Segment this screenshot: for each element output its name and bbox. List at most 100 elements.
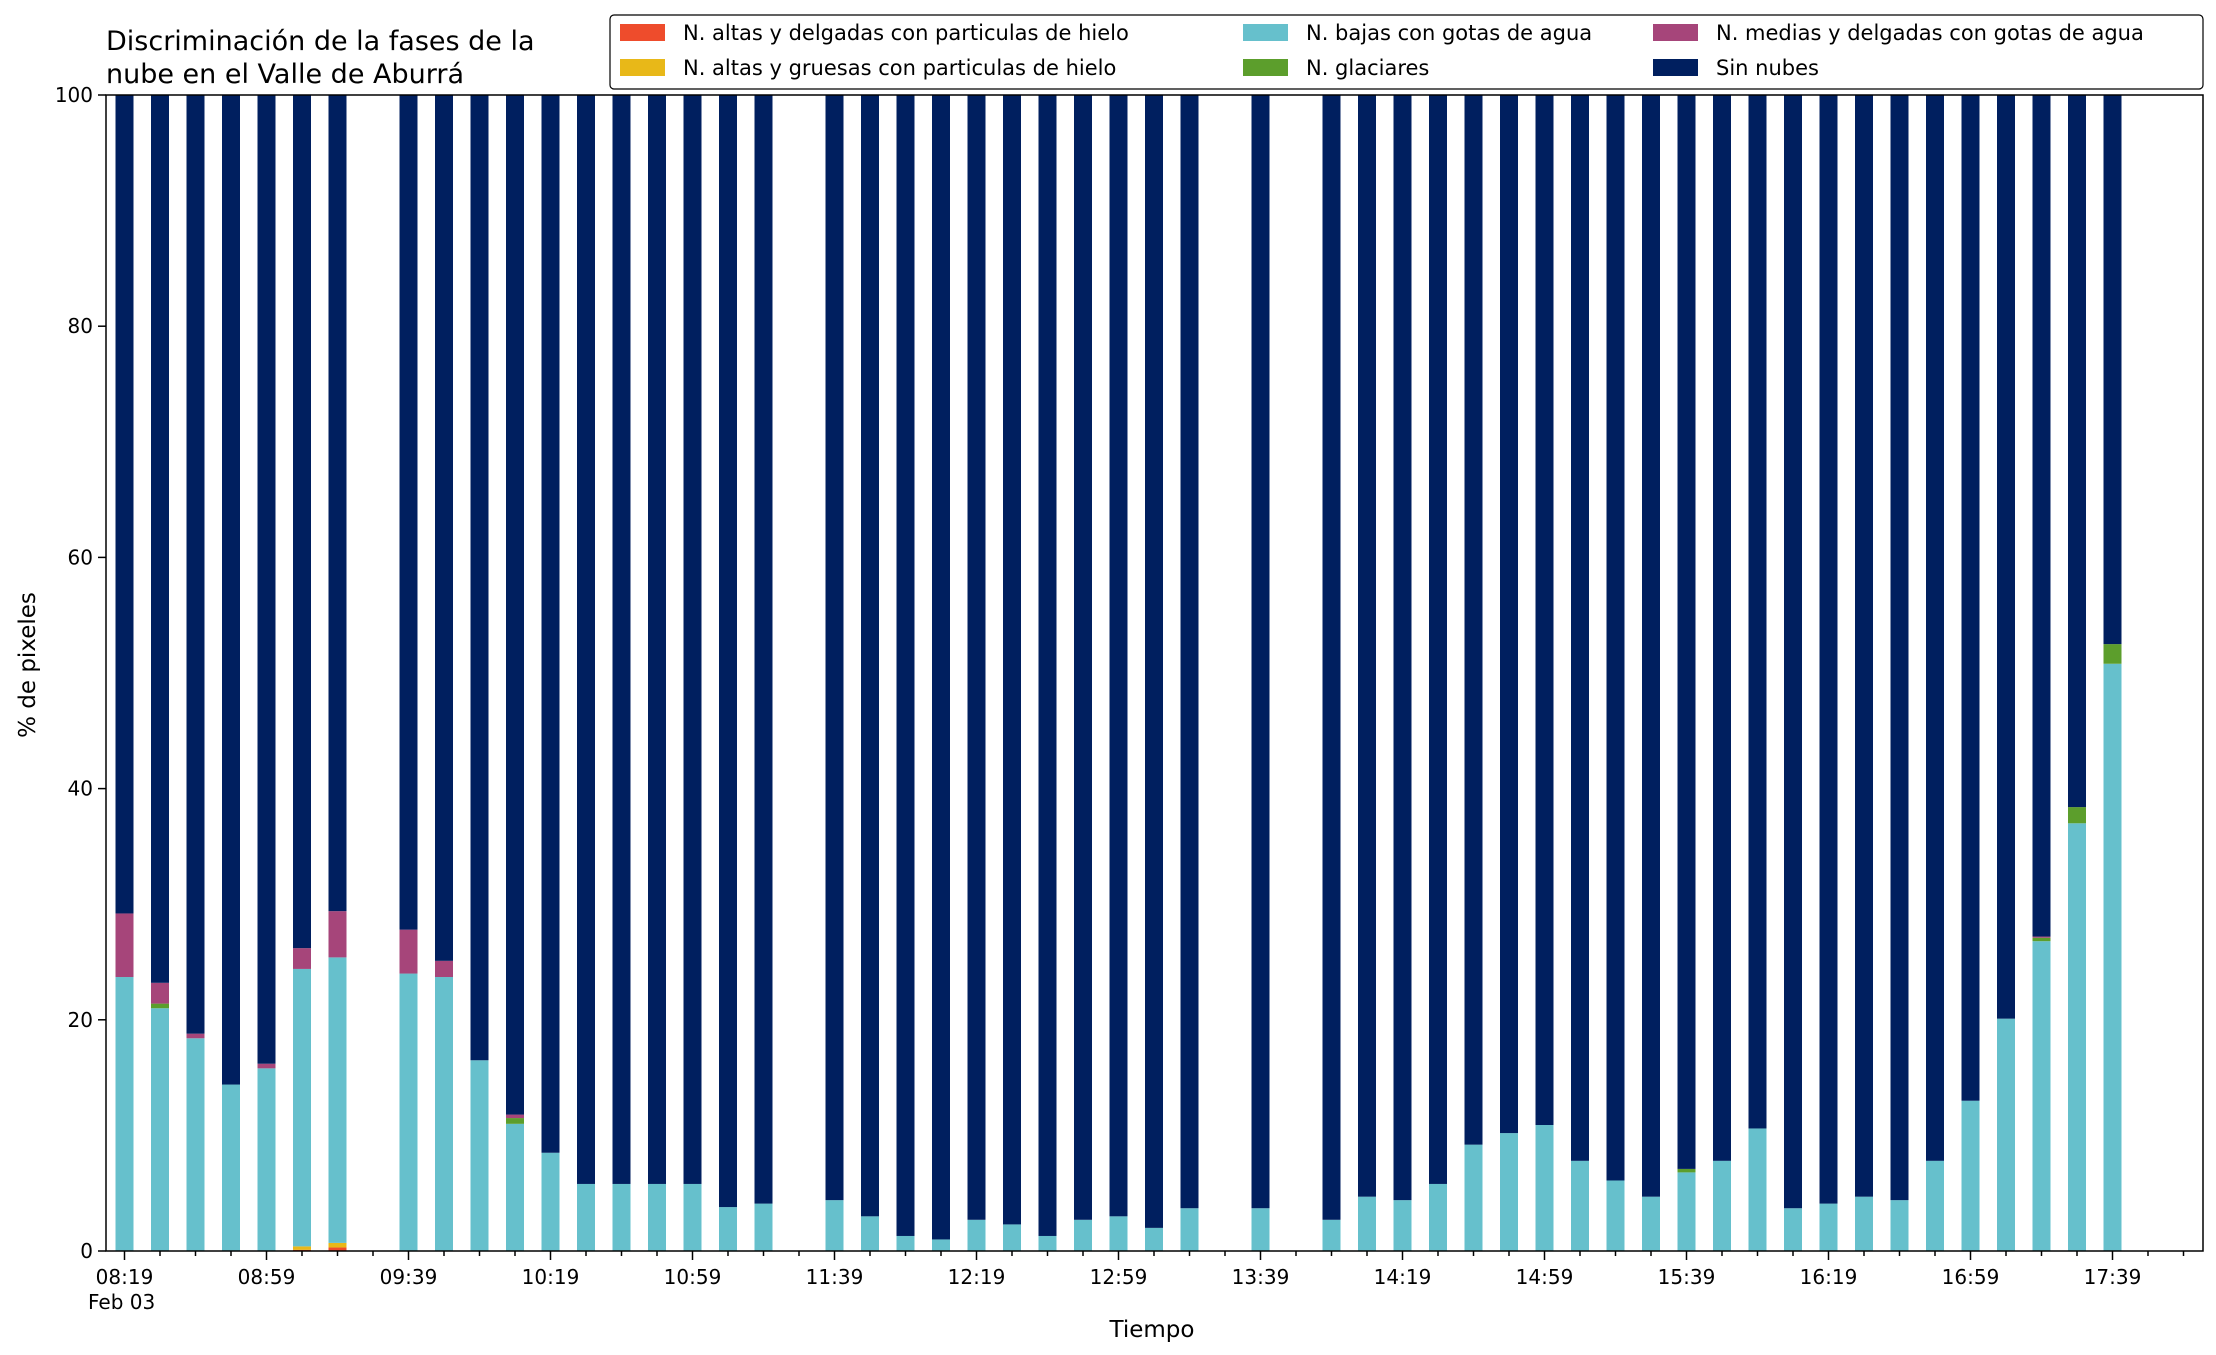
bar-segment-hielo_delgadas-0919: [328, 1247, 347, 1251]
x-tick-label: 16:19: [1800, 1265, 1858, 1289]
bar-segment-bajas-0949: [435, 977, 453, 1251]
bar-segment-bajas-1159: [896, 1235, 915, 1251]
x-tick-label: 08:19: [96, 1265, 154, 1289]
bar-segment-sin_nubes-1549: [1713, 95, 1731, 1161]
bar-segment-sin_nubes-1359: [1322, 95, 1341, 1220]
bar-segment-bajas-1139: [825, 1200, 844, 1251]
bar-segment-medias-0819: [115, 913, 134, 978]
legend-swatch-hielo_gruesas: [620, 59, 665, 76]
bar-segment-bajas-1729: [2068, 823, 2086, 1251]
bar-segment-bajas-0819: [115, 977, 134, 1251]
bar-segment-bajas-1429: [1429, 1183, 1447, 1251]
bar-segment-sin_nubes-1109: [719, 95, 737, 1208]
bar-segment-bajas-1739: [2103, 663, 2122, 1251]
legend-label-medias: N. medias y delgadas con gotas de agua: [1716, 21, 2144, 45]
y-axis-label: % de pixeles: [15, 592, 41, 738]
bar-segment-sin_nubes-1619: [1819, 95, 1838, 1204]
legend-swatch-hielo_delgadas: [620, 24, 665, 41]
bar-segment-sin_nubes-1059: [683, 95, 702, 1184]
bar-segment-bajas-1449: [1500, 1133, 1518, 1251]
bar-segment-medias-0949: [435, 960, 453, 978]
bar-segment-bajas-1119: [754, 1203, 773, 1251]
y-tick-label-0: 0: [80, 1239, 93, 1263]
bar-segment-sin_nubes-1309: [1145, 95, 1163, 1228]
x-tick-label: 14:59: [1516, 1265, 1574, 1289]
bar-segment-bajas-1549: [1713, 1160, 1731, 1251]
bar-segment-sin_nubes-0819: [115, 95, 134, 914]
bar-segment-sin_nubes-1559: [1748, 95, 1767, 1129]
bar-segment-sin_nubes-0909: [293, 95, 311, 949]
bar-segment-bajas-1029: [577, 1183, 595, 1251]
legend-label-sin_nubes: Sin nubes: [1716, 56, 1819, 80]
legend-label-hielo_delgadas: N. altas y delgadas con particulas de hi…: [683, 21, 1129, 45]
bar-segment-bajas-1709: [1997, 1018, 2015, 1251]
bar-segment-glaciares-0829: [151, 1003, 169, 1009]
bar-segment-hielo_gruesas-0909: [293, 1246, 311, 1250]
x-tick-label: 12:59: [1090, 1265, 1148, 1289]
x-tick-label: 11:39: [806, 1265, 864, 1289]
bar-segment-hielo_gruesas-0919: [328, 1242, 347, 1248]
bar-segment-sin_nubes-1049: [648, 95, 666, 1184]
x-tick-label: 13:39: [1232, 1265, 1290, 1289]
bar-segment-sin_nubes-1219: [967, 95, 986, 1220]
bar-segment-bajas-0839: [186, 1038, 205, 1251]
legend-label-glaciares: N. glaciares: [1306, 56, 1429, 80]
bar-segment-sin_nubes-1119: [754, 95, 773, 1204]
bar-segment-bajas-1239: [1038, 1235, 1057, 1251]
bar-segment-sin_nubes-1709: [1997, 95, 2015, 1019]
bar-segment-sin_nubes-0959: [470, 95, 489, 1061]
bar-segment-bajas-1539: [1677, 1172, 1696, 1251]
bar-segment-sin_nubes-1239: [1038, 95, 1057, 1236]
bar-segment-bajas-0829: [151, 1008, 169, 1251]
bar-segment-sin_nubes-1649: [1926, 95, 1944, 1161]
bar-segment-bajas-1459: [1535, 1125, 1554, 1251]
bar-segment-medias-0939: [399, 929, 418, 974]
bar-segment-sin_nubes-1319: [1180, 95, 1199, 1209]
legend-swatch-bajas: [1243, 24, 1288, 41]
bar-segment-medias-0919: [328, 911, 347, 958]
bar-segment-glaciares-1739: [2103, 644, 2122, 664]
bar-segment-bajas-0909: [293, 968, 311, 1247]
bar-segment-bajas-1559: [1748, 1128, 1767, 1251]
x-tick-label: 12:19: [948, 1265, 1006, 1289]
bar-segment-sin_nubes-1229: [1003, 95, 1021, 1225]
x-tick-label: 15:39: [1658, 1265, 1716, 1289]
bar-segment-bajas-1519: [1606, 1180, 1625, 1251]
bar-segment-bajas-1509: [1571, 1160, 1589, 1251]
bar-segment-bajas-1109: [719, 1207, 737, 1251]
bar-segment-bajas-1439: [1464, 1144, 1483, 1251]
bar-segment-bajas-0939: [399, 973, 418, 1251]
bar-segment-bajas-1009: [506, 1123, 524, 1251]
bar-segment-glaciares-1729: [2068, 807, 2086, 824]
bar-segment-sin_nubes-1629: [1855, 95, 1873, 1197]
bar-segment-medias-1719: [2032, 936, 2051, 938]
y-tick-label-80: 80: [68, 314, 93, 338]
bar-segment-sin_nubes-1519: [1606, 95, 1625, 1181]
bar-segment-sin_nubes-1449: [1500, 95, 1518, 1134]
legend-label-hielo_gruesas: N. altas y gruesas con particulas de hie…: [683, 56, 1116, 80]
bar-segment-sin_nubes-1019: [541, 95, 560, 1153]
bar-segment-glaciares-1539: [1677, 1168, 1696, 1173]
bar-segment-medias-0839: [186, 1033, 205, 1039]
bar-segment-medias-0829: [151, 982, 169, 1004]
bar-segment-sin_nubes-1039: [612, 95, 631, 1184]
bar-segment-sin_nubes-1609: [1784, 95, 1802, 1209]
bar-segment-bajas-1039: [612, 1183, 631, 1251]
bar-segment-bajas-1149: [861, 1216, 879, 1251]
bar-segment-sin_nubes-1739: [2103, 95, 2122, 645]
bar-segment-sin_nubes-1209: [932, 95, 950, 1240]
x-date-label: Feb 03: [88, 1290, 155, 1314]
bar-segment-bajas-1309: [1145, 1227, 1163, 1251]
bars: [115, 95, 2122, 1251]
bar-segment-bajas-1359: [1322, 1219, 1341, 1251]
bar-segment-bajas-1649: [1926, 1160, 1944, 1251]
bar-segment-sin_nubes-1339: [1251, 95, 1270, 1209]
x-tick-label: 10:59: [664, 1265, 722, 1289]
bar-segment-medias-1009: [506, 1114, 524, 1119]
bar-segment-bajas-1219: [967, 1219, 986, 1251]
x-tick-label: 14:19: [1374, 1265, 1432, 1289]
bar-segment-sin_nubes-0919: [328, 95, 347, 912]
bar-segment-glaciares-1719: [2032, 937, 2051, 942]
bar-segment-sin_nubes-1139: [825, 95, 844, 1201]
bar-segment-sin_nubes-1719: [2032, 95, 2051, 937]
